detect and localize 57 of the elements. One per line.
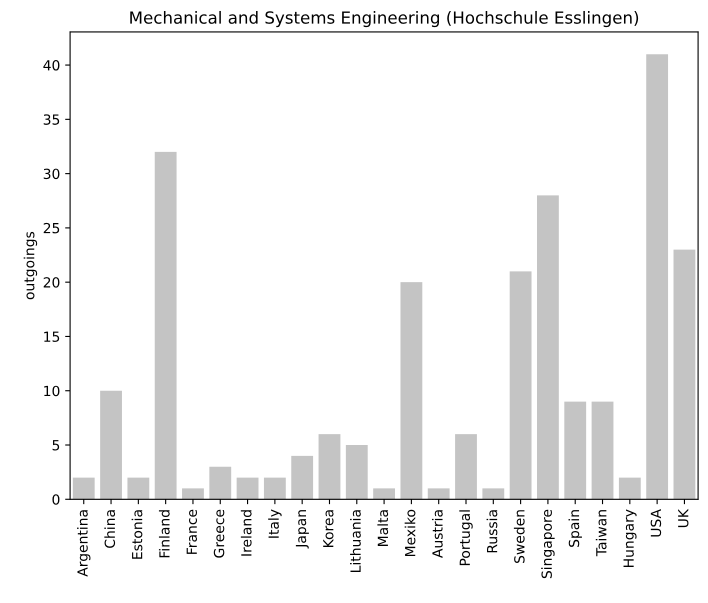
y-tick-label: 25 — [44, 222, 60, 234]
bar — [455, 434, 477, 500]
bar — [564, 402, 586, 500]
bar — [646, 54, 668, 500]
bar — [510, 271, 532, 500]
x-tick-label: Spain — [568, 510, 582, 547]
bar — [318, 434, 340, 500]
x-tick-label: USA — [650, 509, 662, 537]
x-tick-label: Portugal — [459, 510, 473, 566]
bar — [182, 488, 204, 500]
x-tick-label: Malta — [377, 510, 388, 546]
bar — [428, 488, 450, 500]
bar — [618, 478, 641, 500]
y-tick-label: 40 — [43, 60, 60, 71]
x-tick-label: France — [186, 510, 197, 554]
x-tick-label: Argentina — [77, 510, 90, 577]
bar — [536, 195, 559, 500]
bar — [154, 152, 177, 500]
chart-title: Mechanical and Systems Engineering (Hochschule Esslingen) — [130, 10, 638, 28]
y-tick-label: 15 — [44, 332, 60, 342]
bar — [482, 488, 504, 500]
bar — [127, 478, 150, 500]
x-tick-label: Finland — [158, 510, 170, 558]
y-tick-label: 30 — [44, 168, 60, 180]
bar — [72, 478, 95, 500]
x-tick-label: Japan — [296, 510, 309, 548]
x-tick-label: Sweden — [514, 510, 525, 563]
bar — [674, 250, 696, 500]
bar — [373, 488, 396, 500]
bar — [264, 478, 286, 500]
bar — [236, 478, 258, 500]
bar — [209, 466, 232, 500]
y-tick-label: 10 — [44, 386, 60, 396]
y-tick-label: 20 — [44, 277, 60, 288]
y-tick-label: 0 — [52, 494, 60, 505]
bar — [400, 282, 422, 500]
x-tick-label: Italy — [268, 509, 282, 538]
x-tick-label: Russia — [486, 510, 498, 552]
x-tick-label: Lithuania — [350, 510, 361, 572]
x-tick-label: Estonia — [132, 510, 142, 559]
bar — [592, 402, 614, 500]
x-tick-label: Korea — [323, 510, 334, 548]
x-tick-label: Greece — [214, 510, 224, 558]
x-tick-label: UK — [678, 508, 688, 528]
y-tick-label: 5 — [52, 440, 60, 450]
x-tick-label: Austria — [432, 510, 443, 558]
x-tick-label: Singapore — [541, 510, 555, 578]
x-tick-label: China — [104, 510, 116, 548]
x-tick-label: Hungary — [624, 509, 637, 567]
bar — [100, 390, 122, 500]
y-tick-label: 35 — [44, 114, 60, 125]
x-tick-label: Ireland — [240, 510, 252, 556]
bar — [291, 456, 314, 500]
x-tick-label: Mexiko — [404, 510, 416, 556]
bar — [346, 445, 368, 500]
y-axis-title: outgoings — [24, 232, 38, 300]
x-tick-label: Taiwan — [596, 510, 607, 556]
